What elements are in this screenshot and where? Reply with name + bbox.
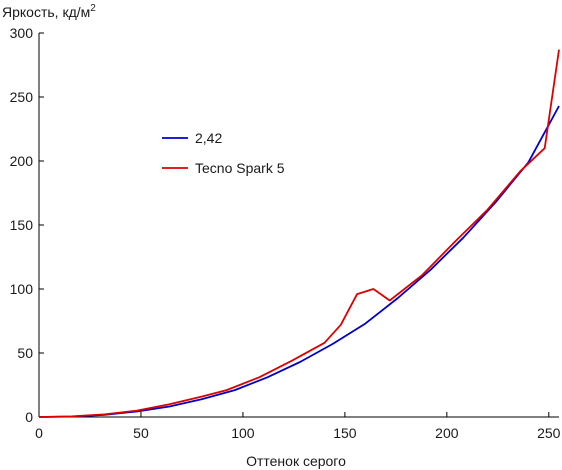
legend-label: 2,42 [195, 130, 222, 146]
y-tick-label: 200 [10, 153, 34, 169]
series-layer [38, 49, 560, 418]
y-tick-label: 250 [10, 89, 34, 105]
x-tick-label: 250 [537, 425, 561, 441]
y-tick-label: 0 [25, 409, 33, 425]
legend-label: Tecno Spark 5 [195, 160, 285, 176]
y-axis-title: Яркость, кд/м2 [2, 3, 96, 20]
y-tick-label: 150 [10, 217, 34, 233]
series-line-2 [38, 49, 560, 418]
x-tick-label: 0 [35, 425, 43, 441]
x-tick-label: 150 [333, 425, 357, 441]
axes: 0 50 100 150 200 250 300 0 50 100 150 200 250 [10, 25, 561, 441]
x-tick-label: 50 [133, 425, 149, 441]
series-line-1 [38, 105, 560, 418]
y-axis-title-superscript: 2 [90, 3, 96, 14]
y-axis-title-text: Яркость, кд/м [2, 4, 90, 20]
y-tick-label: 50 [17, 345, 33, 361]
y-tick-label: 100 [10, 281, 34, 297]
x-tick-label: 100 [231, 425, 255, 441]
y-tick-label: 300 [10, 25, 34, 41]
x-tick-label: 200 [435, 425, 459, 441]
x-axis-title: Оттенок серого [246, 453, 346, 469]
legend: 2,42 Tecno Spark 5 [162, 130, 285, 176]
